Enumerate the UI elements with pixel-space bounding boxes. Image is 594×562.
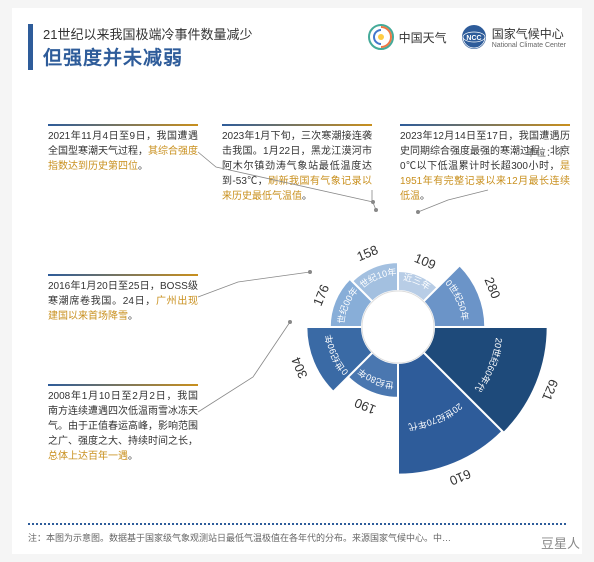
title-small: 21世纪以来我国极端冷事件数量减少 (43, 24, 252, 43)
watermark: 豆星人 (541, 533, 580, 552)
content: 2021年11月4日至9日，我国遭遇全国型寒潮天气过程，其综合强度指数达到历史第… (28, 82, 566, 502)
globe-icon: NCC (461, 24, 487, 50)
title-large: 但强度并未减弱 (43, 43, 252, 70)
svg-text:621: 621 (539, 377, 561, 403)
svg-text:20世纪90年代: 20世纪90年代 (228, 157, 350, 377)
logo-ncc: NCC 国家气候中心 National Climate Center (461, 24, 566, 50)
logo-weather-text: 中国天气 (399, 29, 447, 46)
svg-text:190: 190 (352, 395, 378, 417)
svg-text:610: 610 (447, 466, 473, 488)
callout: 2008年1月10日至2月2日，我国南方连续遭遇四次低温雨雪冰冻天气。由于正值春… (48, 384, 198, 464)
svg-text:176: 176 (310, 282, 332, 308)
title-block: 21世纪以来我国极端冷事件数量减少 但强度并未减弱 (28, 24, 252, 70)
chart: 近三年10920世纪50年代28020世纪60年代62120世纪70年代6102… (228, 157, 568, 497)
svg-text:109: 109 (412, 250, 438, 272)
logos: 中国天气 NCC 国家气候中心 National Climate Center (368, 24, 566, 50)
svg-text:304: 304 (288, 355, 310, 381)
footer-note: 注：本图为示意图。数据基于国家级气象观测站日最低气温极值在各年代的分布。来源国家… (28, 523, 566, 544)
swirl-icon (368, 24, 394, 50)
svg-text:NCC: NCC (466, 35, 481, 42)
header: 21世纪以来我国极端冷事件数量减少 但强度并未减弱 中国天气 NCC (28, 24, 566, 70)
svg-text:280: 280 (481, 275, 503, 301)
logo-ncc-text: 国家气候中心 National Climate Center (492, 25, 566, 49)
callout: 2021年11月4日至9日，我国遭遇全国型寒潮天气过程，其综合强度指数达到历史第… (48, 124, 198, 174)
logo-weather: 中国天气 (368, 24, 447, 50)
callout: 2016年1月20日至25日，BOSS级寒潮席卷我国。24日，广州出现建国以来首… (48, 274, 198, 324)
card: 21世纪以来我国极端冷事件数量减少 但强度并未减弱 中国天气 NCC (12, 8, 582, 554)
svg-text:158: 158 (354, 242, 380, 264)
